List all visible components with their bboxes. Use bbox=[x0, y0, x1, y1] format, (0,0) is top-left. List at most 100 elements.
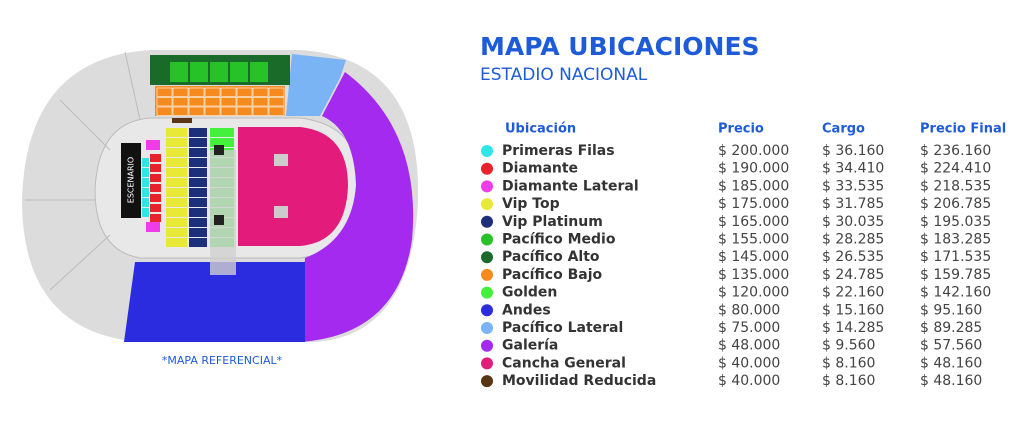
pacifico-bajo-cell bbox=[236, 87, 253, 97]
price-cell: $ 185.000 bbox=[718, 178, 789, 194]
pacifico-lateral bbox=[286, 54, 346, 116]
stage-label: ESCENARIO bbox=[127, 157, 136, 203]
price-cell: $ 218.535 bbox=[920, 178, 991, 194]
diamante-cell bbox=[150, 194, 161, 202]
primeras-filas-cell bbox=[142, 158, 149, 167]
price-cell: $ 159.785 bbox=[920, 267, 991, 283]
price-cell: $ 33.535 bbox=[822, 178, 884, 194]
price-cell: $ 15.160 bbox=[822, 302, 884, 318]
vip-top-cell bbox=[166, 128, 187, 137]
vip-platinum-cell bbox=[189, 168, 207, 177]
price-cell: $ 206.785 bbox=[920, 196, 991, 212]
pacifico-bajo-cell bbox=[188, 106, 205, 116]
andes bbox=[124, 262, 305, 342]
legend-dot bbox=[481, 304, 493, 317]
legend-dot bbox=[481, 268, 493, 281]
primeras-filas-cell bbox=[142, 168, 149, 177]
location-name: Golden bbox=[502, 285, 557, 301]
vip-platinum-cell bbox=[189, 208, 207, 217]
legend-dot bbox=[481, 233, 493, 246]
location-name: Pacífico Medio bbox=[502, 232, 616, 248]
price-cell: $ 165.000 bbox=[718, 214, 789, 230]
pacifico-bajo-cell bbox=[236, 97, 253, 107]
price-cell: $ 40.000 bbox=[718, 355, 780, 371]
pacifico-bajo-cell bbox=[188, 87, 205, 97]
movilidad-reducida bbox=[172, 118, 192, 123]
price-cell: $ 224.410 bbox=[920, 161, 991, 177]
legend-dot bbox=[481, 375, 493, 388]
price-cell: $ 40.000 bbox=[718, 373, 780, 389]
column-header: Ubicación bbox=[505, 122, 576, 137]
vip-top-cell bbox=[166, 218, 187, 227]
vip-top-cell bbox=[166, 158, 187, 167]
price-cell: $ 145.000 bbox=[718, 249, 789, 265]
diamante-lateral bbox=[146, 140, 160, 150]
pacifico-bajo-cell bbox=[172, 106, 189, 116]
price-cell: $ 24.785 bbox=[822, 267, 884, 283]
price-cell: $ 80.000 bbox=[718, 302, 780, 318]
price-cell: $ 48.000 bbox=[718, 338, 780, 354]
vip-top-cell bbox=[166, 168, 187, 177]
price-cell: $ 48.160 bbox=[920, 373, 982, 389]
price-cell: $ 142.160 bbox=[920, 285, 991, 301]
location-name: Diamante bbox=[502, 161, 578, 177]
tower bbox=[274, 206, 288, 218]
primeras-filas-cell bbox=[142, 208, 149, 217]
diamante-cell bbox=[150, 164, 161, 172]
legend-dot bbox=[481, 162, 493, 175]
legend-dot bbox=[481, 339, 493, 352]
price-cell: $ 36.160 bbox=[822, 143, 884, 159]
vip-platinum-cell bbox=[189, 228, 207, 237]
column-header: Precio bbox=[718, 122, 764, 137]
vip-top-cell bbox=[166, 228, 187, 237]
price-cell: $ 236.160 bbox=[920, 143, 991, 159]
price-cell: $ 22.160 bbox=[822, 285, 884, 301]
vip-platinum-cell bbox=[189, 128, 207, 137]
location-name: Primeras Filas bbox=[502, 143, 615, 159]
vip-platinum-cell bbox=[189, 198, 207, 207]
vip-platinum-cell bbox=[189, 158, 207, 167]
price-cell: $ 190.000 bbox=[718, 161, 789, 177]
price-cell: $ 89.285 bbox=[920, 320, 982, 336]
pacifico-bajo-cell bbox=[252, 97, 269, 107]
price-cell: $ 135.000 bbox=[718, 267, 789, 283]
legend-dot bbox=[481, 357, 493, 370]
price-cell: $ 26.535 bbox=[822, 249, 884, 265]
vip-platinum-cell bbox=[189, 138, 207, 147]
diamante-lateral bbox=[146, 222, 160, 232]
price-cell: $ 8.160 bbox=[822, 373, 875, 389]
map-note: *MAPA REFERENCIAL* bbox=[162, 354, 283, 367]
location-name: Pacífico Alto bbox=[502, 249, 600, 265]
location-name: Vip Top bbox=[502, 196, 560, 212]
location-name: Andes bbox=[502, 302, 551, 318]
walkway bbox=[210, 150, 236, 275]
price-cell: $ 14.285 bbox=[822, 320, 884, 336]
pacifico-bajo-cell bbox=[220, 106, 237, 116]
title: MAPA UBICACIONES bbox=[480, 32, 760, 61]
location-name: Movilidad Reducida bbox=[502, 373, 656, 389]
pacifico-bajo-cell bbox=[188, 97, 205, 107]
location-name: Vip Platinum bbox=[502, 214, 603, 230]
price-cell: $ 28.285 bbox=[822, 232, 884, 248]
pacifico-bajo-cell bbox=[236, 106, 253, 116]
primeras-filas-cell bbox=[142, 198, 149, 207]
location-name: Pacífico Bajo bbox=[502, 267, 603, 283]
price-cell: $ 171.535 bbox=[920, 249, 991, 265]
vip-platinum-cell bbox=[189, 178, 207, 187]
pacifico-bajo-cell bbox=[268, 106, 285, 116]
vip-platinum-cell bbox=[189, 238, 207, 247]
location-name: Galería bbox=[502, 338, 558, 354]
diamante-cell bbox=[150, 154, 161, 162]
price-cell: $ 8.160 bbox=[822, 355, 875, 371]
price-cell: $ 120.000 bbox=[718, 285, 789, 301]
pacifico-medio-cell bbox=[170, 62, 188, 82]
location-name: Pacífico Lateral bbox=[502, 320, 623, 336]
vip-top-cell bbox=[166, 188, 187, 197]
location-name: Cancha General bbox=[502, 355, 626, 371]
price-cell: $ 34.410 bbox=[822, 161, 884, 177]
diamante-cell bbox=[150, 204, 161, 212]
legend-dot bbox=[481, 215, 493, 228]
pacifico-bajo-cell bbox=[220, 87, 237, 97]
pacifico-bajo-cell bbox=[204, 87, 221, 97]
legend-dot bbox=[481, 251, 493, 264]
